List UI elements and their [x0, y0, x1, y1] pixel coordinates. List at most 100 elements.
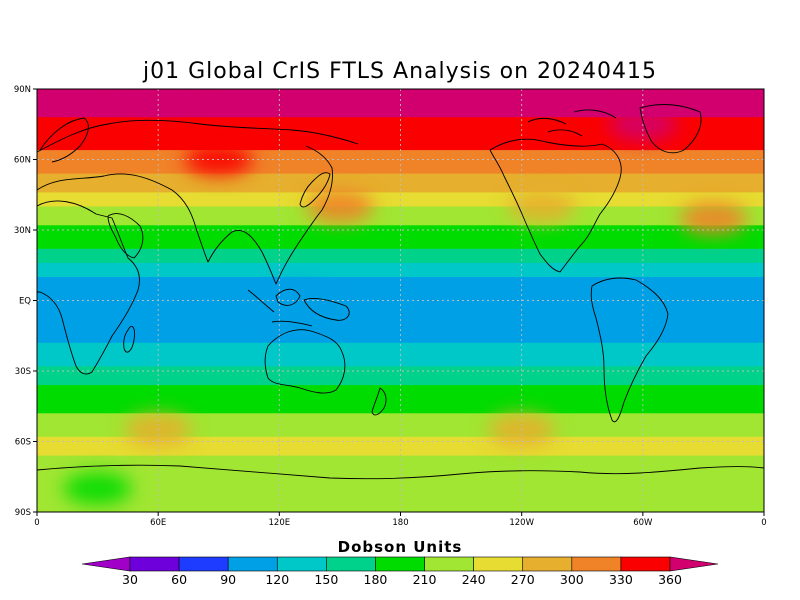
- zonal-band: [37, 474, 764, 480]
- lat-tick-label: 30S: [15, 367, 31, 377]
- ozone-feature: [679, 202, 748, 235]
- ozone-feature: [305, 190, 374, 223]
- colorbar-level-label: 90: [220, 572, 236, 587]
- colorbar-segment: [522, 556, 573, 572]
- colorbar-level-label: 180: [364, 572, 388, 587]
- colorbar-segment: [129, 556, 180, 572]
- zonal-band: [37, 295, 764, 302]
- coastline-greenland: [639, 104, 702, 154]
- lat-tick-label: 90S: [15, 508, 31, 518]
- coastline-south-america: [590, 277, 669, 423]
- zonal-band: [37, 403, 764, 410]
- colorbar-level-label: 120: [265, 572, 289, 587]
- zonal-band: [37, 215, 764, 222]
- colorbar-segment: [375, 556, 425, 572]
- zonal-band: [37, 314, 764, 320]
- zonal-band: [37, 371, 764, 377]
- colorbar-level-label: 60: [171, 572, 187, 587]
- zonal-band: [37, 140, 764, 146]
- coastlines: [37, 104, 764, 480]
- colorbar-max-triangle: [669, 556, 719, 572]
- coastline-eurasia: [37, 145, 333, 285]
- coastline-indonesia: [247, 288, 350, 327]
- coastline-antarctica: [37, 464, 764, 480]
- zonal-band: [37, 446, 764, 452]
- colorbar-level-label: 150: [314, 572, 338, 587]
- zonal-band: [37, 328, 764, 334]
- lon-tick-label: 180: [392, 518, 408, 528]
- zonal-band: [37, 465, 764, 471]
- colorbar-segment: [227, 556, 278, 572]
- lon-tick-label: 0: [34, 518, 39, 528]
- colorbar-level-label: 300: [560, 572, 584, 587]
- coastline-africa: [37, 200, 140, 375]
- zonal-band: [37, 333, 764, 339]
- zonal-band: [37, 460, 764, 466]
- zonal-band: [37, 234, 764, 240]
- colorbar-segment: [571, 556, 622, 572]
- coastline-madagascar: [123, 326, 135, 353]
- coastline-scandinavia: [39, 117, 89, 163]
- zonal-band: [37, 239, 764, 245]
- plot-area: [37, 89, 764, 512]
- colorbar-level-label: 330: [609, 572, 633, 587]
- zonal-band: [37, 154, 764, 161]
- colorbar: 30 60 90 120 150 180 210 240 270 300 330 360: [81, 556, 719, 587]
- zonal-band: [37, 168, 764, 175]
- zonal-band: [37, 248, 764, 255]
- zonal-band: [37, 375, 764, 381]
- zonal-band: [37, 89, 764, 95]
- coastline-new-zealand: [371, 387, 387, 416]
- colorbar-segment: [620, 556, 671, 572]
- zonal-band: [37, 145, 764, 151]
- lon-tick-label: 0: [761, 518, 766, 528]
- zonal-band: [37, 211, 764, 217]
- lat-tick-label: 60S: [15, 438, 31, 448]
- ozone-feature: [265, 284, 334, 317]
- ozone-feature: [63, 472, 132, 505]
- zonal-band: [37, 319, 764, 325]
- zonal-band: [37, 291, 764, 297]
- zonal-band: [37, 469, 764, 475]
- zonal-band: [37, 230, 764, 236]
- lat-tick-label: 30N: [14, 226, 31, 236]
- zonal-band: [37, 309, 764, 316]
- coastline-arctic-archipelago: [527, 109, 617, 137]
- zonal-band: [37, 225, 764, 231]
- colorbar-title: Dobson Units: [338, 538, 463, 556]
- zonal-band: [37, 399, 764, 405]
- lat-tick-label: 90N: [14, 85, 31, 95]
- colorbar-segment: [326, 556, 376, 572]
- zonal-band: [37, 98, 764, 104]
- colorbar-level-label: 240: [462, 572, 486, 587]
- zonal-band: [37, 253, 764, 259]
- zonal-band: [37, 380, 764, 386]
- zonal-band: [37, 159, 764, 165]
- colorbar-segment: [276, 556, 327, 572]
- zonal-band: [37, 394, 764, 400]
- zonal-band: [37, 324, 764, 330]
- zonal-band: [37, 131, 764, 137]
- zonal-band: [37, 450, 764, 457]
- zonal-band: [37, 389, 764, 396]
- colorbar-segment: [178, 556, 229, 572]
- zonal-band: [37, 173, 764, 179]
- lon-tick-label: 120W: [509, 518, 534, 528]
- zonal-band: [37, 150, 764, 156]
- graticule: [37, 89, 764, 512]
- colorbar-segment: [424, 556, 474, 572]
- coastline-north-america: [489, 138, 622, 273]
- zonal-band: [37, 483, 764, 490]
- coastline-japan: [299, 172, 331, 208]
- lon-tick-label: 60W: [633, 518, 653, 528]
- zonal-band: [37, 300, 764, 306]
- colorbar-level-label: 360: [658, 572, 682, 587]
- lat-tick-label: EQ: [19, 297, 31, 307]
- zonal-band: [37, 164, 764, 170]
- coastline-australia: [264, 329, 346, 394]
- zonal-band: [37, 136, 764, 142]
- colorbar-level-label: 210: [413, 572, 437, 587]
- colorbar-min-triangle: [81, 556, 131, 572]
- lon-tick-label: 60E: [150, 518, 166, 528]
